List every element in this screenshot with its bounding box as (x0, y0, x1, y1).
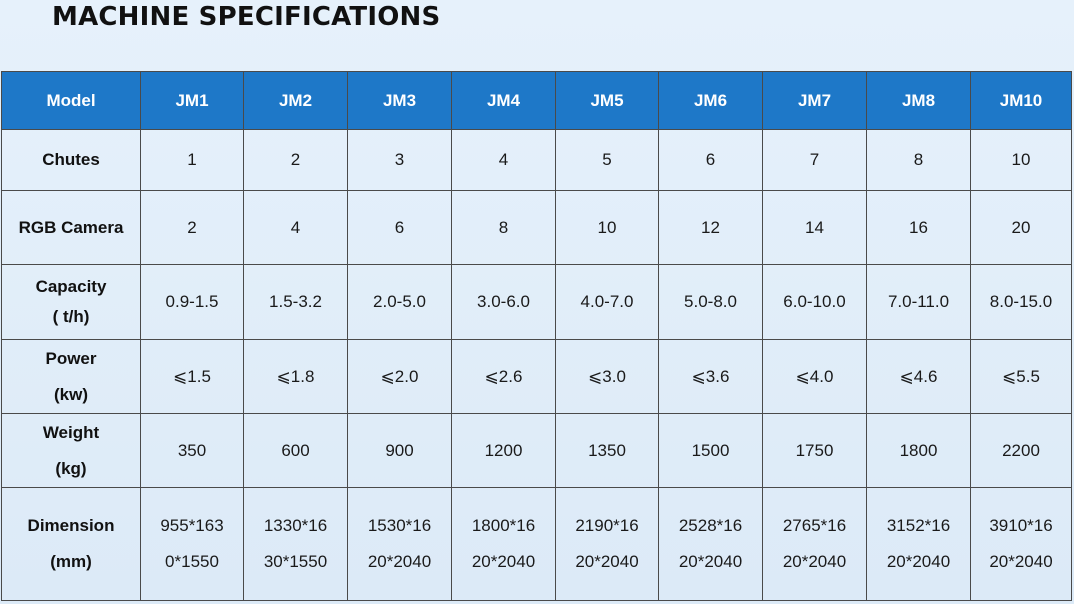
table-row-capacity: Capacity ( t/h) 0.9-1.5 1.5-3.2 2.0-5.0 … (1, 264, 1072, 340)
table-cell: ⩽4.6 (866, 339, 971, 414)
header-cell-jm3: JM3 (347, 71, 452, 130)
specifications-table: Model JM1 JM2 JM3 JM4 JM5 JM6 JM7 JM8 JM… (1, 71, 1072, 601)
table-cell: 955*163 0*1550 (140, 487, 244, 601)
header-cell-jm6: JM6 (658, 71, 763, 130)
table-cell: 10 (555, 190, 659, 265)
table-cell: 8.0-15.0 (970, 264, 1072, 340)
table-cell: 3 (347, 129, 452, 191)
header-cell-jm7: JM7 (762, 71, 867, 130)
table-cell: 3.0-6.0 (451, 264, 556, 340)
row-label-weight: Weight (kg) (1, 413, 141, 488)
table-cell: 8 (866, 129, 971, 191)
table-cell: ⩽1.5 (140, 339, 244, 414)
table-cell: 4.0-7.0 (555, 264, 659, 340)
table-cell: 16 (866, 190, 971, 265)
table-cell: 3152*16 20*2040 (866, 487, 971, 601)
table-header-row: Model JM1 JM2 JM3 JM4 JM5 JM6 JM7 JM8 JM… (1, 71, 1072, 130)
header-cell-model: Model (1, 71, 141, 130)
table-row-rgb-camera: RGB Camera 2 4 6 8 10 12 14 16 20 (1, 190, 1072, 265)
row-label-capacity: Capacity ( t/h) (1, 264, 141, 340)
header-cell-jm5: JM5 (555, 71, 659, 130)
header-cell-jm8: JM8 (866, 71, 971, 130)
header-cell-jm10: JM10 (970, 71, 1072, 130)
table-cell: 2 (140, 190, 244, 265)
table-cell: 7.0-11.0 (866, 264, 971, 340)
table-cell: 2.0-5.0 (347, 264, 452, 340)
table-cell: 4 (243, 190, 348, 265)
row-label-dimension: Dimension (mm) (1, 487, 141, 601)
table-cell: 1530*16 20*2040 (347, 487, 452, 601)
table-row-chutes: Chutes 1 2 3 4 5 6 7 8 10 (1, 129, 1072, 191)
table-cell: ⩽1.8 (243, 339, 348, 414)
table-cell: 5.0-8.0 (658, 264, 763, 340)
header-cell-jm4: JM4 (451, 71, 556, 130)
table-cell: 12 (658, 190, 763, 265)
header-cell-jm1: JM1 (140, 71, 244, 130)
table-cell: 10 (970, 129, 1072, 191)
table-cell: 14 (762, 190, 867, 265)
table-cell: 1750 (762, 413, 867, 488)
table-cell: 350 (140, 413, 244, 488)
table-cell: 20 (970, 190, 1072, 265)
row-label-rgb-camera: RGB Camera (1, 190, 141, 265)
table-cell: ⩽4.0 (762, 339, 867, 414)
table-cell: 1350 (555, 413, 659, 488)
header-cell-jm2: JM2 (243, 71, 348, 130)
table-cell: 2200 (970, 413, 1072, 488)
table-cell: 2 (243, 129, 348, 191)
table-cell: 6 (658, 129, 763, 191)
table-cell: 3910*16 20*2040 (970, 487, 1072, 601)
table-cell: 1800*16 20*2040 (451, 487, 556, 601)
table-cell: 1 (140, 129, 244, 191)
table-cell: 2190*16 20*2040 (555, 487, 659, 601)
table-cell: 2528*16 20*2040 (658, 487, 763, 601)
table-cell: 5 (555, 129, 659, 191)
table-cell: 0.9-1.5 (140, 264, 244, 340)
table-cell: 1330*16 30*1550 (243, 487, 348, 601)
table-cell: 4 (451, 129, 556, 191)
table-cell: 1200 (451, 413, 556, 488)
row-label-power: Power (kw) (1, 339, 141, 414)
table-cell: 900 (347, 413, 452, 488)
table-row-weight: Weight (kg) 350 600 900 1200 1350 1500 1… (1, 413, 1072, 488)
table-cell: ⩽5.5 (970, 339, 1072, 414)
table-cell: 600 (243, 413, 348, 488)
table-cell: 7 (762, 129, 867, 191)
table-row-dimension: Dimension (mm) 955*163 0*1550 1330*16 30… (1, 487, 1072, 601)
table-cell: 1.5-3.2 (243, 264, 348, 340)
table-cell: 1800 (866, 413, 971, 488)
row-label-chutes: Chutes (1, 129, 141, 191)
table-cell: ⩽2.0 (347, 339, 452, 414)
table-cell: 2765*16 20*2040 (762, 487, 867, 601)
table-cell: 8 (451, 190, 556, 265)
table-row-power: Power (kw) ⩽1.5 ⩽1.8 ⩽2.0 ⩽2.6 ⩽3.0 ⩽3.6… (1, 339, 1072, 414)
table-cell: ⩽2.6 (451, 339, 556, 414)
page-title: MACHINE SPECIFICATIONS (52, 2, 441, 32)
table-cell: 1500 (658, 413, 763, 488)
table-cell: 6.0-10.0 (762, 264, 867, 340)
table-cell: ⩽3.0 (555, 339, 659, 414)
table-cell: ⩽3.6 (658, 339, 763, 414)
table-cell: 6 (347, 190, 452, 265)
